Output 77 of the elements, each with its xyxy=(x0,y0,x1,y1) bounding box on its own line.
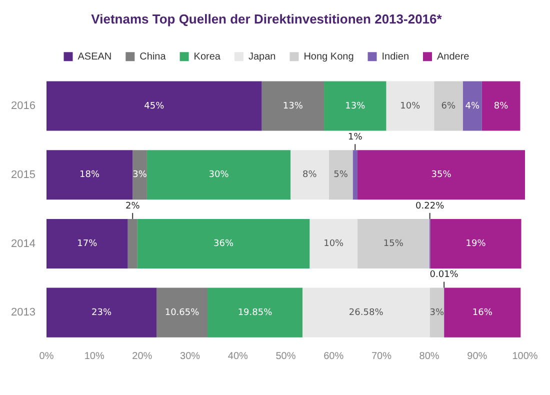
bar xyxy=(302,288,430,338)
x-tick-label: 20% xyxy=(132,350,152,362)
bar xyxy=(137,218,310,269)
bar xyxy=(358,150,525,200)
bar xyxy=(430,288,444,338)
data-label: 4% xyxy=(465,101,480,112)
legend-label: Japan xyxy=(248,51,276,62)
data-label: 6% xyxy=(441,101,456,112)
bar xyxy=(262,81,324,131)
x-tick-label: 0% xyxy=(39,350,54,362)
data-label: 8% xyxy=(494,101,509,112)
legend-label: ASEAN xyxy=(78,51,112,62)
bar xyxy=(462,81,482,131)
data-label: 10% xyxy=(324,239,344,250)
data-label: 30% xyxy=(208,170,230,180)
chart-title: Vietnams Top Quellen der Direktinvestitionen 2013-2016* xyxy=(91,11,443,26)
bar xyxy=(328,150,353,200)
bar xyxy=(207,288,302,338)
bar xyxy=(430,218,522,269)
y-tick-label: 2013 xyxy=(10,306,36,319)
data-label: 3% xyxy=(430,308,444,318)
bar xyxy=(156,288,208,338)
data-label: 0.22% xyxy=(416,201,445,212)
bar xyxy=(310,218,358,269)
data-label: 13% xyxy=(282,101,304,112)
data-label: 18% xyxy=(80,170,100,180)
x-tick-label: 30% xyxy=(180,350,200,362)
y-tick-label: 2015 xyxy=(10,168,36,181)
data-label: 16% xyxy=(472,308,493,318)
x-tick-label: 90% xyxy=(467,350,488,362)
bar xyxy=(324,81,386,131)
data-label: 13% xyxy=(345,101,366,112)
x-tick-label: 50% xyxy=(276,350,296,362)
x-tick-label: 40% xyxy=(228,350,248,362)
data-label: 19% xyxy=(466,239,486,250)
x-tick-label: 100% xyxy=(512,350,538,362)
x-tick-label: 60% xyxy=(324,350,344,362)
bar xyxy=(46,288,157,338)
data-label: 0.01% xyxy=(430,270,459,280)
bar xyxy=(352,150,358,200)
bar xyxy=(444,288,521,338)
data-label: 10.65% xyxy=(164,308,200,318)
bar xyxy=(482,81,520,131)
x-tick-label: 80% xyxy=(419,350,440,362)
data-label: 45% xyxy=(144,101,165,112)
data-label: 26.58% xyxy=(348,308,384,318)
data-label: 15% xyxy=(383,239,404,250)
bar xyxy=(290,150,329,200)
data-label: 19.85% xyxy=(238,308,273,318)
data-label: 10% xyxy=(400,101,421,112)
data-label: 2% xyxy=(125,201,140,212)
bar xyxy=(132,150,147,200)
legend-label: China xyxy=(140,51,166,62)
data-label: 1% xyxy=(348,132,363,142)
bar xyxy=(386,81,434,131)
data-label: 5% xyxy=(334,170,348,180)
bar xyxy=(46,150,133,200)
data-label: 3% xyxy=(132,170,148,180)
data-label: 36% xyxy=(214,239,234,250)
x-tick-label: 70% xyxy=(371,350,392,362)
data-label: 8% xyxy=(302,170,318,180)
bar xyxy=(146,150,291,200)
legend-label: Indien xyxy=(382,51,410,62)
bar xyxy=(128,218,138,269)
data-label: 35% xyxy=(431,170,452,180)
y-tick-label: 2014 xyxy=(10,238,36,250)
data-label: 17% xyxy=(77,239,98,250)
bar xyxy=(434,81,463,131)
bar xyxy=(46,218,128,269)
bar xyxy=(358,218,430,269)
x-tick-label: 10% xyxy=(84,350,104,362)
legend-label: Korea xyxy=(194,51,221,62)
legend-label: Hong Kong xyxy=(304,51,354,62)
legend-label: Andere xyxy=(437,51,470,62)
bar xyxy=(46,81,262,131)
y-tick-label: 2016 xyxy=(10,100,36,112)
data-label: 23% xyxy=(91,308,112,318)
